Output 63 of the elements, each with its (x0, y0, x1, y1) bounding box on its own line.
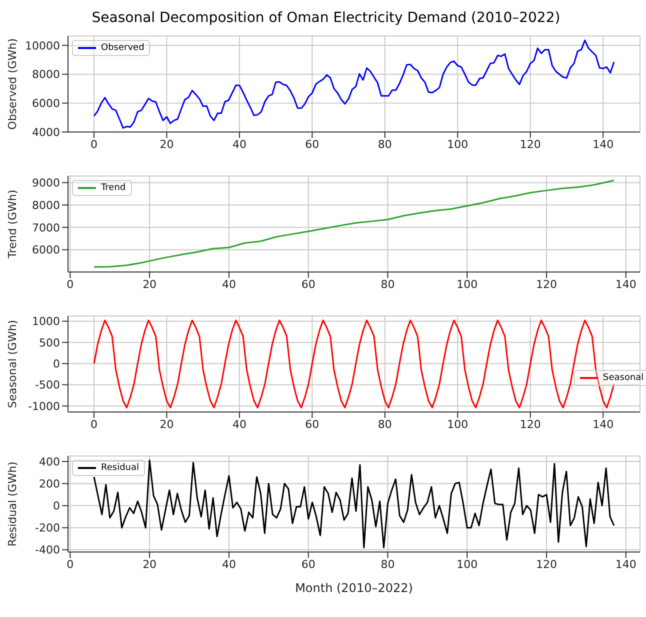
x-tick-label: 0 (90, 138, 98, 151)
y-tick-label: 0 (53, 500, 60, 513)
x-tick-label: 140 (592, 138, 614, 151)
line-series (93, 460, 615, 548)
y-tick-label: 7000 (32, 221, 60, 234)
x-tick-label: 80 (378, 418, 392, 431)
x-tick-label: 120 (536, 558, 558, 571)
legend-label: Trend (101, 183, 126, 193)
x-tick-label: 140 (592, 418, 614, 431)
line-series (93, 40, 615, 129)
x-tick-label: 80 (380, 278, 395, 291)
x-tick-label: 60 (305, 138, 320, 151)
y-tick-label: 500 (39, 336, 60, 350)
x-tick-label: 120 (520, 138, 541, 151)
y-tick-label: 9000 (32, 176, 60, 190)
x-tick-label: 40 (222, 558, 236, 571)
y-tick-label: 8000 (32, 198, 60, 212)
x-tick-label: 20 (160, 138, 174, 151)
x-tick-label: 0 (90, 418, 98, 431)
x-tick-label: 140 (615, 278, 636, 291)
x-tick-label: 0 (66, 558, 74, 571)
x-tick-label: 100 (447, 138, 468, 151)
x-tick-label: 60 (301, 278, 316, 291)
y-tick-label: 200 (39, 477, 60, 490)
x-tick-label: 100 (456, 558, 478, 571)
x-tick-label: 40 (222, 278, 236, 291)
y-axis-title: Seasonal (GWh) (6, 320, 19, 408)
y-tick-label: 6000 (32, 97, 60, 110)
x-tick-label: 20 (160, 418, 174, 431)
y-tick-label: -400 (35, 544, 60, 557)
line-series (93, 180, 615, 268)
y-axis-title: Residual (GWh) (6, 462, 19, 546)
x-tick-label: 0 (66, 278, 74, 291)
x-tick-label: 100 (456, 278, 478, 291)
legend-label: Observed (101, 43, 144, 53)
x-tick-label: 60 (301, 558, 316, 571)
x-tick-label: 60 (305, 418, 320, 431)
x-tick-label: 120 (520, 418, 541, 431)
y-tick-label: 4000 (32, 126, 60, 139)
y-tick-label: -1000 (28, 400, 60, 413)
legend-label: Residual (101, 463, 140, 473)
y-axis-title: Trend (GWh) (6, 190, 19, 260)
y-tick-label: 8000 (32, 68, 60, 82)
x-tick-label: 80 (378, 138, 392, 151)
x-tick-label: 20 (142, 278, 157, 291)
y-tick-label: -200 (35, 522, 60, 535)
y-tick-label: 400 (39, 455, 60, 468)
y-tick-label: 6000 (32, 244, 60, 257)
x-tick-label: 20 (142, 558, 157, 571)
y-tick-label: 10000 (25, 39, 60, 52)
y-tick-label: 1000 (32, 315, 60, 328)
y-axis-title: Observed (GWh) (6, 38, 19, 130)
y-tick-label: 0 (53, 357, 60, 370)
x-tick-label: 140 (615, 558, 636, 571)
x-tick-label: 40 (232, 138, 246, 151)
x-axis-title: Month (2010–2022) (295, 581, 413, 595)
x-tick-label: 120 (536, 278, 558, 291)
x-tick-label: 40 (232, 418, 246, 431)
x-tick-label: 100 (447, 418, 468, 431)
chart-title: Seasonal Decomposition of Oman Electricity Demand (2010–2022) (90, 9, 562, 28)
y-tick-label: -500 (35, 378, 60, 392)
x-tick-label: 80 (380, 558, 395, 571)
legend-label: Seasonal (603, 373, 644, 383)
